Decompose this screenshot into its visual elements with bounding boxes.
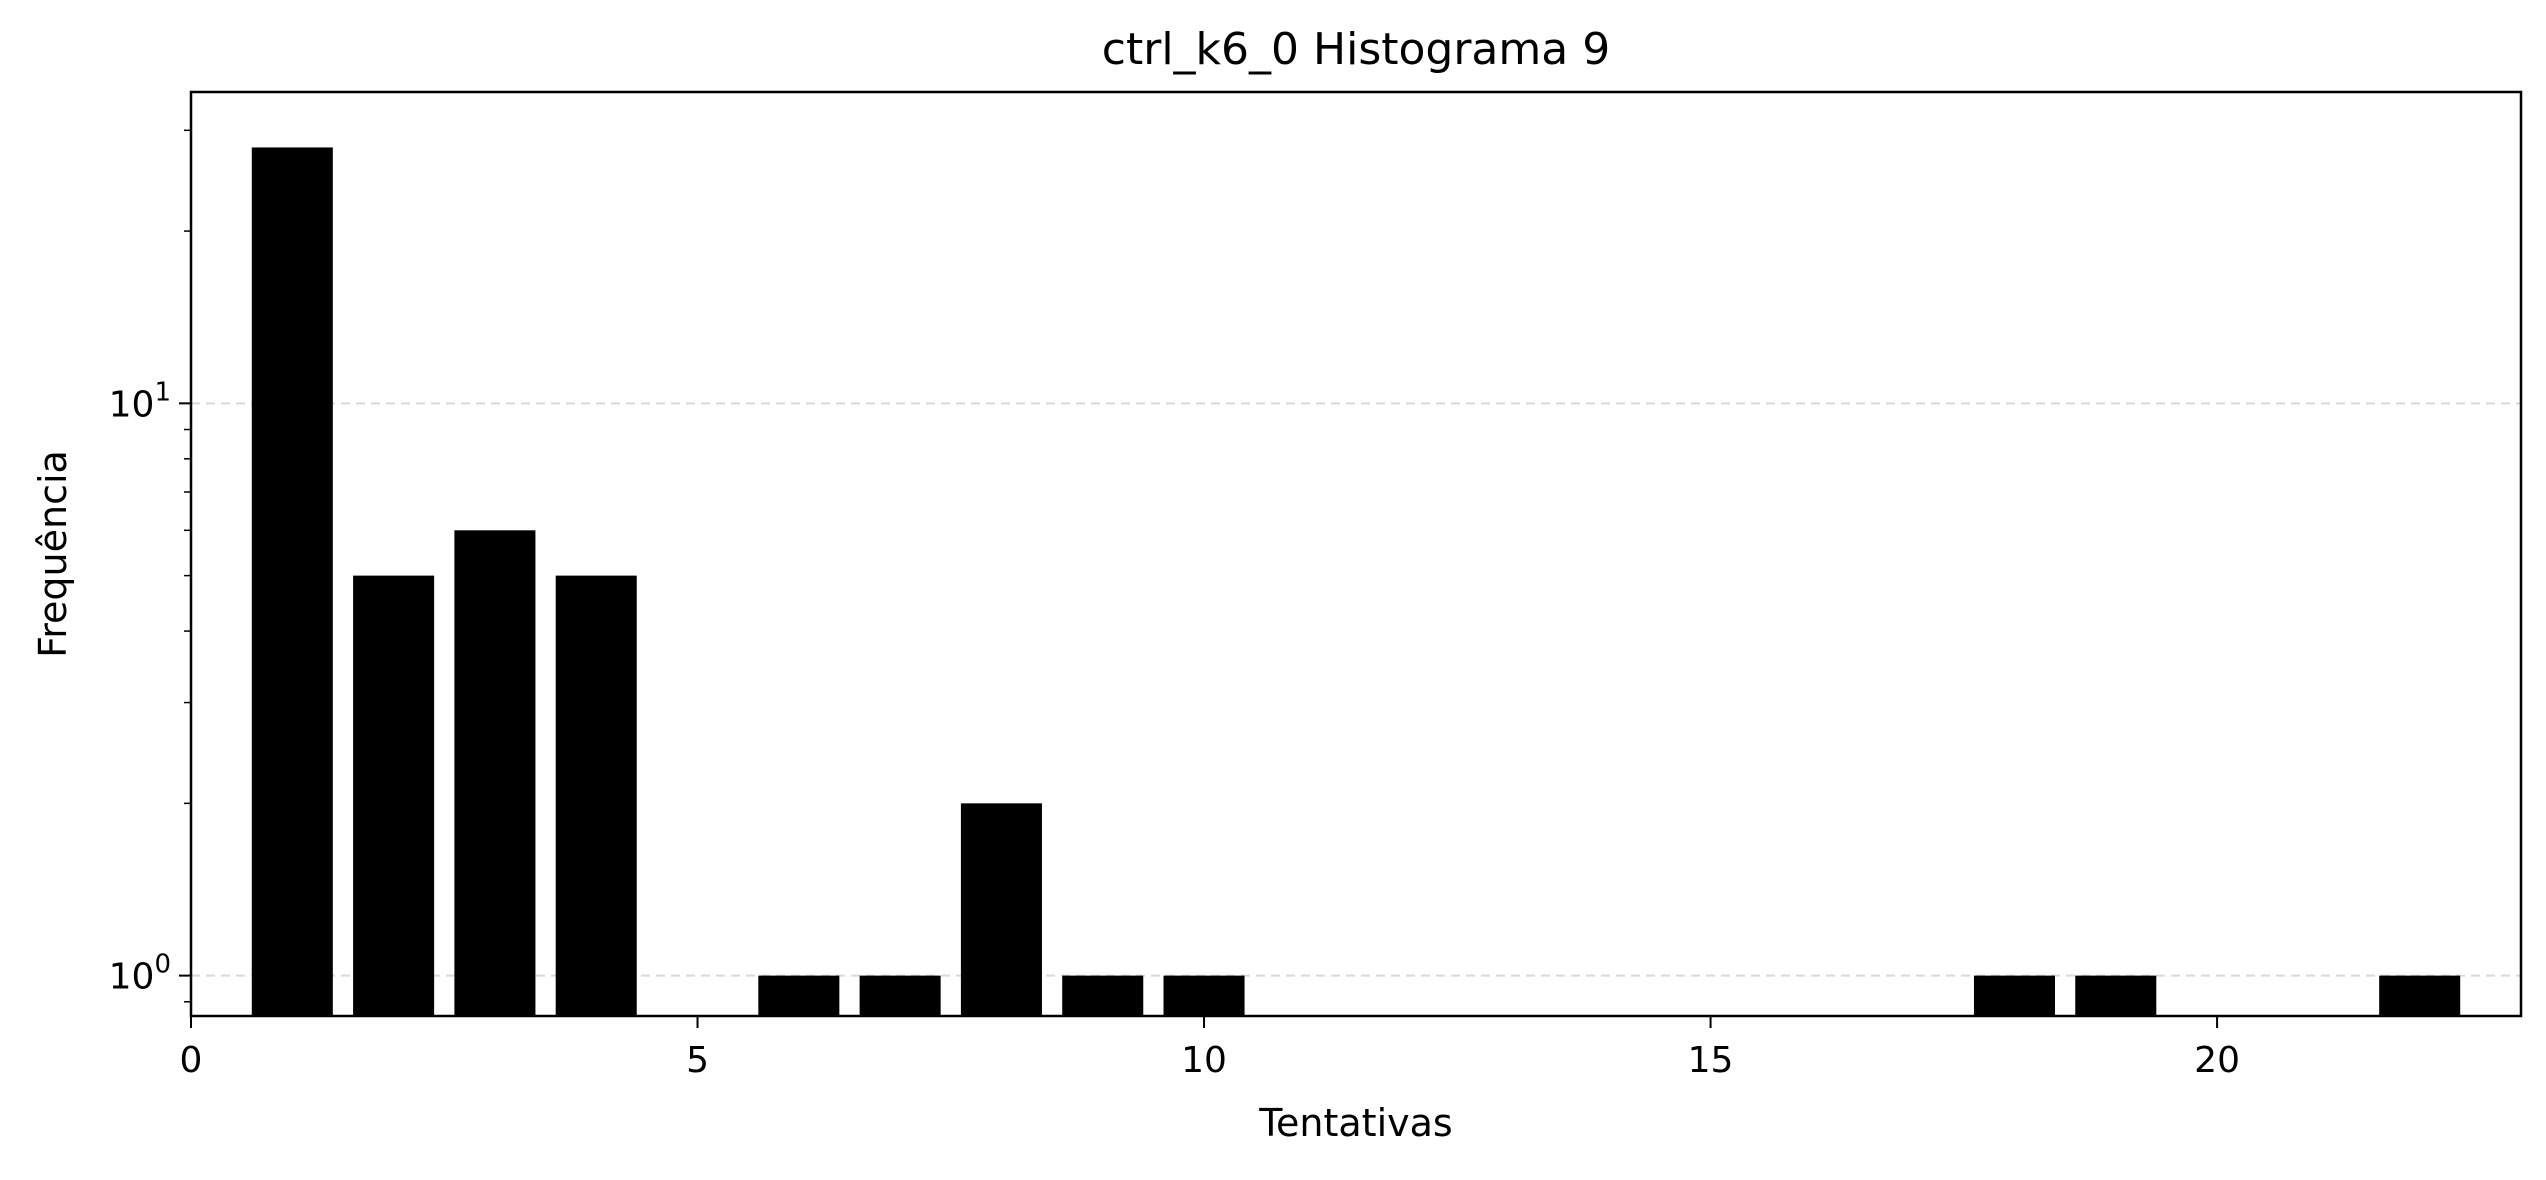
bar-8 — [960, 803, 1042, 1016]
bar-3 — [454, 530, 536, 1016]
bars — [251, 147, 2461, 1017]
bar-7 — [859, 975, 941, 1016]
bar-10 — [1163, 975, 1245, 1016]
x-tick-label-5: 5 — [686, 1040, 709, 1081]
grid-lines — [191, 402, 2521, 977]
x-tick-label-20: 20 — [2194, 1040, 2240, 1081]
bar-1 — [251, 147, 333, 1017]
bar-6 — [758, 975, 840, 1016]
chart-title: ctrl_k6_0 Histograma 9 — [1102, 24, 1610, 75]
x-tick-label-15: 15 — [1688, 1040, 1734, 1081]
x-tick-label-10: 10 — [1181, 1040, 1227, 1081]
y-axis-ticks: 100 101 — [109, 129, 191, 1003]
bar-9 — [1062, 975, 1144, 1016]
bar-18 — [1973, 975, 2055, 1016]
bar-2 — [353, 575, 435, 1016]
x-axis-label: Tentativas — [1258, 1101, 1452, 1145]
y-axis-label: Frequência — [31, 450, 75, 658]
x-axis-ticks: 0 5 10 15 20 — [180, 1016, 2240, 1081]
x-tick-label-0: 0 — [180, 1040, 203, 1081]
bar-19 — [2075, 975, 2157, 1016]
plot-frame — [189, 90, 2523, 1018]
bar-4 — [555, 575, 637, 1016]
y-tick-label-10-0: 100 — [109, 950, 171, 998]
y-tick-label-10-1: 101 — [109, 377, 171, 425]
bar-22 — [2379, 975, 2461, 1016]
